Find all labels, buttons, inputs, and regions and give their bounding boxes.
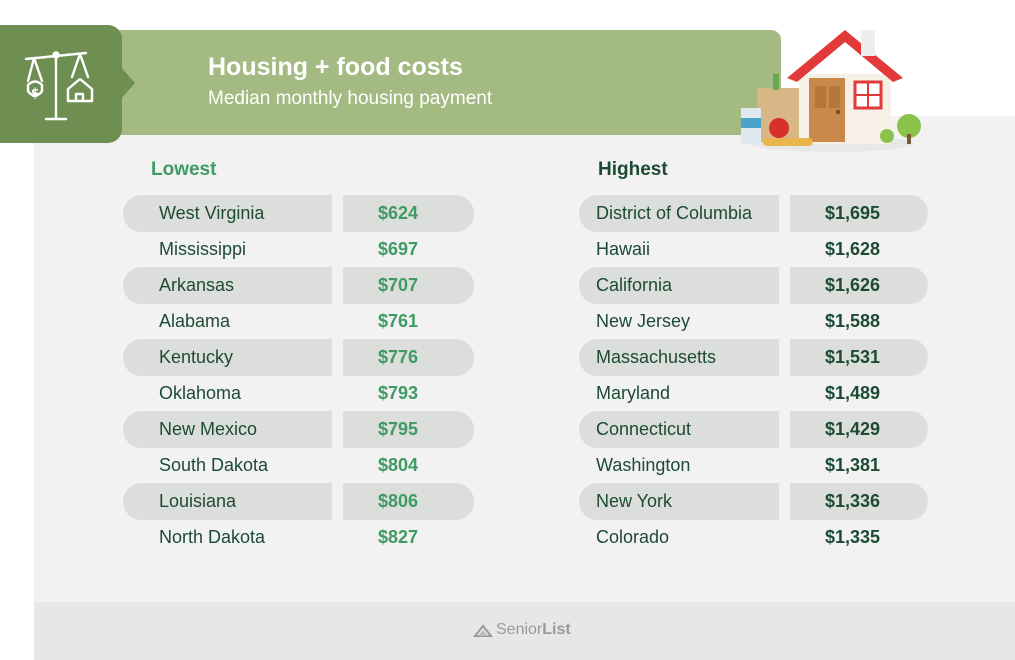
senior-list-logo: SeniorList [473,620,571,640]
state-name: Alabama [159,311,231,331]
row-value-cell [343,267,474,304]
state-name: West Virginia [159,203,265,223]
state-name: Oklahoma [159,383,242,403]
house-groceries-icon [741,30,921,152]
row-state-cell [123,411,332,448]
page-subtitle: Median monthly housing payment [208,88,493,109]
svg-text:$: $ [31,86,39,100]
state-name: New Jersey [596,311,691,331]
housing-payment-value: $707 [378,275,419,295]
housing-payment-value: $1,381 [825,455,881,475]
housing-payment-value: $761 [378,311,419,331]
state-name: Louisiana [159,491,237,511]
housing-payment-value: $804 [378,455,419,475]
housing-payment-value: $1,588 [825,311,881,331]
housing-payment-value: $1,335 [825,527,881,547]
state-name: South Dakota [159,455,269,475]
page-title: Housing + food costs [208,53,463,81]
logo-text-list: List [542,621,571,638]
lowest-column-header: Lowest [151,159,217,180]
logo-text: SeniorList [496,621,571,639]
housing-payment-value: $697 [378,239,419,259]
row-state-cell [579,483,779,520]
row-state-cell [123,195,332,232]
row-state-cell [579,411,779,448]
housing-payment-value: $1,626 [825,275,881,295]
row-value-cell [790,267,928,304]
housing-payment-value: $1,429 [825,419,881,439]
row-state-cell [579,339,779,376]
state-name: New York [596,491,673,511]
row-value-cell [790,195,928,232]
row-value-cell [343,195,474,232]
row-value-cell [343,483,474,520]
row-state-cell [123,267,332,304]
housing-payment-value: $1,531 [825,347,881,367]
housing-payment-value: $1,336 [825,491,881,511]
state-name: Washington [596,455,691,475]
state-name: North Dakota [159,527,266,547]
icon-badge [0,25,122,143]
state-name: Connecticut [596,419,692,439]
housing-payment-value: $1,489 [825,383,881,403]
state-name: Maryland [596,383,671,403]
housing-payment-value: $793 [378,383,419,403]
row-state-cell [123,339,332,376]
highest-column-header: Highest [598,159,668,180]
row-state-cell [579,195,779,232]
money-scale-house-icon: $ [24,51,94,121]
housing-payment-value: $776 [378,347,419,367]
row-value-cell [790,339,928,376]
state-name: Massachusetts [596,347,717,367]
housing-payment-value: $1,695 [825,203,881,223]
row-state-cell [579,267,779,304]
housing-payment-value: $1,628 [825,239,881,259]
row-value-cell [343,411,474,448]
state-name: Hawaii [596,239,651,259]
logo-text-senior: Senior [496,621,543,638]
state-name: Kentucky [159,347,234,367]
title-banner [92,30,781,135]
housing-payment-value: $806 [378,491,419,511]
row-state-cell [123,483,332,520]
state-name: Arkansas [159,275,235,295]
housing-payment-value: $624 [378,203,419,223]
footer-bar [34,602,1015,660]
badge-arrow [120,66,135,100]
senior-list-logo-icon [473,624,493,637]
housing-payment-value: $827 [378,527,419,547]
state-name: Mississippi [159,239,247,259]
row-value-cell [790,483,928,520]
state-name: Colorado [596,527,670,547]
state-name: California [596,275,673,295]
housing-payment-value: $795 [378,419,419,439]
state-name: New Mexico [159,419,258,439]
state-name: District of Columbia [596,203,753,223]
row-value-cell [343,339,474,376]
row-value-cell [790,411,928,448]
